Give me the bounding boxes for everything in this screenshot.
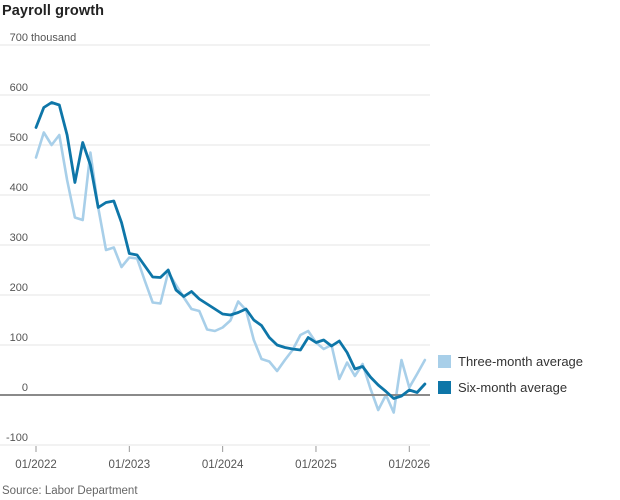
y-axis-tick-label: 0: [22, 382, 28, 394]
y-axis-tick-label: -100: [6, 432, 28, 444]
x-axis-tick-label: 01/2026: [389, 459, 431, 471]
chart-title: Payroll growth: [2, 3, 105, 19]
x-axis-tick-label: 01/2023: [109, 459, 151, 471]
y-axis-tick-label: 100: [10, 332, 28, 344]
legend-label-three-month: Three-month average: [458, 354, 584, 369]
legend-item-three-month: Three-month average: [438, 354, 583, 369]
x-axis-tick-label: 01/2025: [295, 459, 337, 471]
y-axis-tick-label: 400: [10, 182, 28, 194]
legend-swatch-six-month: [438, 381, 451, 394]
series-line-six-month-average: [34, 101, 427, 400]
legend-swatch-three-month: [438, 355, 451, 368]
x-axis-tick-label: 01/2022: [15, 459, 57, 471]
chart-legend: Three-month average Six-month average: [438, 354, 583, 395]
y-axis-tick-label: 300: [10, 232, 28, 244]
y-axis-tick-label: 600: [10, 82, 28, 94]
source-note: Source: Labor Department: [2, 485, 138, 497]
y-axis-unit-label: thousand: [31, 32, 76, 44]
x-axis-tick-label: 01/2024: [202, 459, 244, 471]
y-axis-tick-label: 200: [10, 282, 28, 294]
y-axis-tick-label: 700: [10, 32, 28, 44]
legend-item-six-month: Six-month average: [438, 380, 583, 395]
y-axis-tick-label: 500: [10, 132, 28, 144]
legend-label-six-month: Six-month average: [458, 380, 568, 395]
